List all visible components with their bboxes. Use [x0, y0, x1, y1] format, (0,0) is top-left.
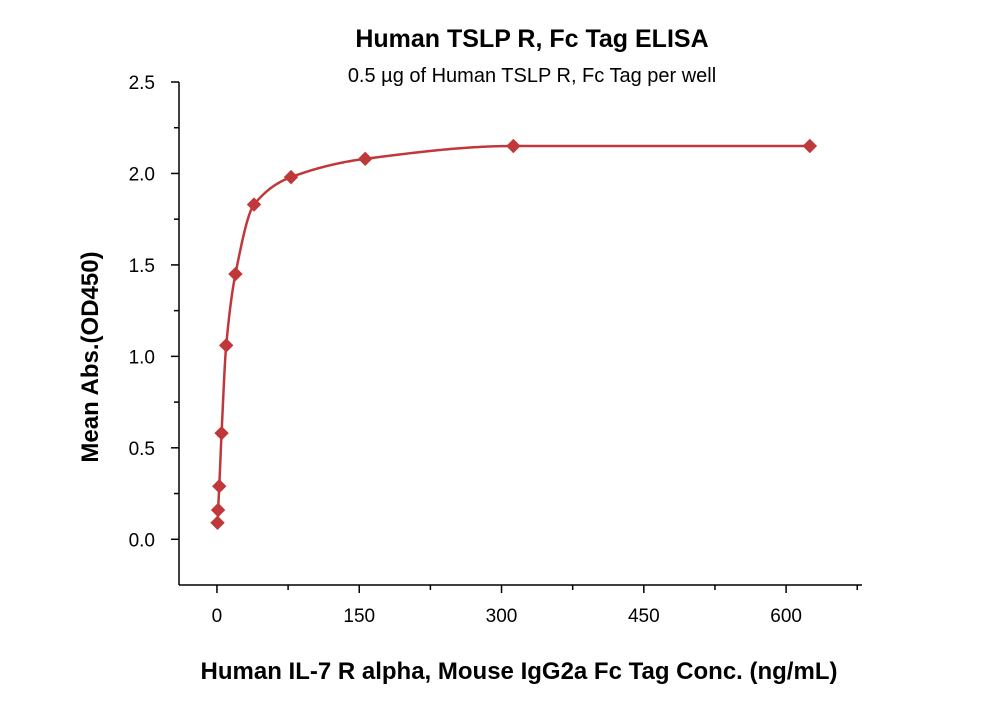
y-axis-title: Mean Abs.(OD450): [77, 251, 104, 462]
x-tick-label: 600: [770, 606, 802, 627]
data-points-layer: [210, 138, 818, 531]
fit-curve-layer: [216, 144, 810, 523]
chart-subtitle: 0.5 µg of Human TSLP R, Fc Tag per well: [348, 65, 716, 87]
y-tick-label: 2.5: [129, 73, 155, 94]
x-tick-label: 150: [343, 606, 375, 627]
y-tick-label: 2.0: [129, 164, 155, 185]
x-tick-label: 300: [486, 606, 518, 627]
data-point-marker: [212, 479, 227, 494]
data-point-marker: [214, 425, 229, 441]
y-tick-label: 1.0: [129, 347, 155, 368]
chart-title: Human TSLP R, Fc Tag ELISA: [355, 25, 708, 53]
axes: 0.0 0.5 1.0 1.5 2.0 2.5 0 150 300 450 600: [129, 73, 862, 627]
data-point-marker: [228, 266, 243, 282]
x-tick-label: 450: [628, 606, 660, 627]
y-tick-label: 1.5: [129, 256, 155, 277]
data-point-marker: [210, 515, 225, 531]
fit-curve: [216, 144, 810, 523]
y-tick-label: 0.5: [129, 439, 155, 460]
data-point-marker: [358, 151, 373, 167]
x-tick-label: 0: [212, 606, 223, 627]
data-point-marker: [219, 338, 234, 353]
data-point-marker: [246, 197, 262, 212]
x-axis-title: Human IL-7 R alpha, Mouse IgG2a Fc Tag C…: [201, 658, 838, 685]
data-point-marker: [506, 138, 521, 154]
data-point-marker: [802, 138, 818, 154]
y-tick-label: 0.0: [129, 530, 155, 551]
data-point-marker: [283, 169, 299, 185]
data-point-marker: [210, 502, 226, 518]
